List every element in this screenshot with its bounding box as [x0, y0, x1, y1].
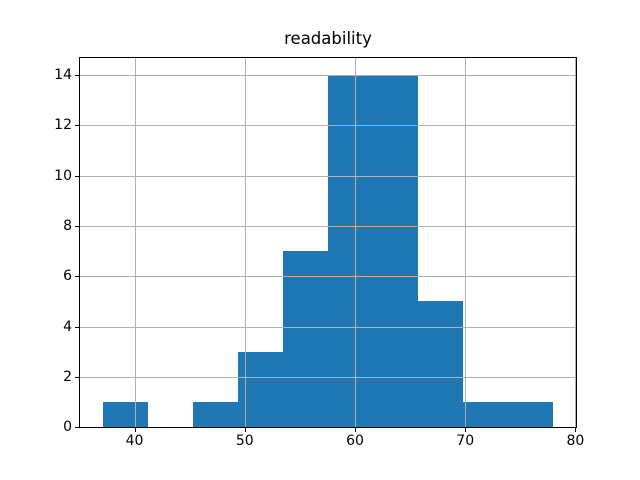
- gridline-vertical: [465, 57, 467, 428]
- x-tick-label: 50: [235, 433, 254, 450]
- x-tick-mark: [134, 428, 136, 433]
- bars-layer: [80, 58, 576, 428]
- x-tick-label: 60: [346, 433, 364, 450]
- chart-title: readability: [284, 29, 372, 48]
- x-tick-mark: [465, 428, 467, 433]
- y-tick-label: 4: [63, 318, 72, 335]
- x-tick-label: 70: [456, 433, 475, 450]
- y-tick-label: 12: [54, 117, 72, 134]
- y-tick-label: 10: [54, 167, 72, 184]
- y-tick-mark: [75, 175, 79, 177]
- x-tick-mark: [575, 428, 577, 433]
- histogram-bar: [282, 251, 328, 428]
- y-tick-label: 2: [63, 368, 72, 385]
- gridline-horizontal: [80, 376, 576, 378]
- x-tick-mark: [244, 428, 246, 433]
- x-tick-mark: [355, 428, 356, 433]
- y-tick-label: 6: [63, 268, 72, 285]
- y-tick-label: 0: [63, 419, 72, 436]
- gridline-vertical: [355, 57, 356, 428]
- y-tick-label: 8: [63, 218, 72, 235]
- gridline-horizontal: [80, 125, 576, 127]
- gridline-horizontal: [80, 75, 576, 77]
- histogram-bar: [373, 75, 419, 428]
- y-tick-mark: [75, 326, 79, 328]
- histogram-bar: [418, 301, 464, 428]
- histogram-bar: [192, 402, 238, 428]
- gridline-vertical: [575, 57, 576, 428]
- histogram-bar: [463, 402, 509, 428]
- gridline-horizontal: [80, 226, 576, 228]
- x-tick-label: 80: [566, 433, 585, 450]
- x-tick-label: 40: [125, 433, 144, 450]
- histogram-bar: [508, 402, 554, 428]
- grid-layer: [80, 57, 576, 428]
- histogram-bar: [328, 75, 374, 428]
- y-tick-mark: [75, 125, 79, 127]
- y-tick-mark: [75, 276, 79, 278]
- gridline-horizontal: [80, 276, 576, 278]
- plot-area: [79, 56, 577, 429]
- y-tick-mark: [75, 75, 79, 77]
- histogram-bar: [102, 402, 148, 428]
- y-tick-mark: [75, 376, 79, 378]
- y-tick-label: 14: [54, 67, 72, 84]
- gridline-horizontal: [80, 175, 576, 177]
- gridline-vertical: [134, 57, 136, 428]
- y-tick-mark: [75, 427, 79, 429]
- y-tick-mark: [75, 226, 79, 228]
- gridline-vertical: [244, 57, 246, 428]
- gridline-horizontal: [80, 326, 576, 328]
